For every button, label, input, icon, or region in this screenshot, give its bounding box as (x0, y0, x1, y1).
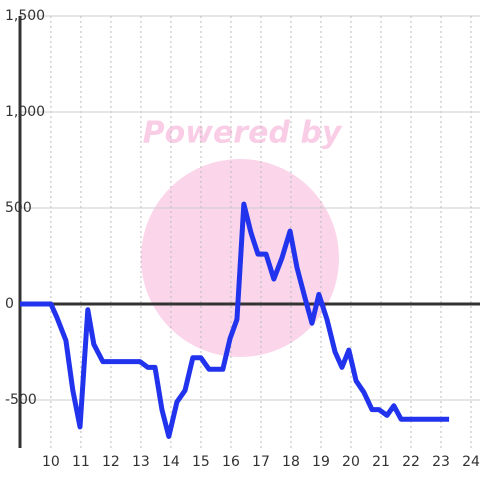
watermark-text: Powered by (143, 116, 343, 151)
x-tick-label: 13 (132, 454, 150, 470)
data-line (20, 201, 450, 439)
x-tick-label: 20 (342, 454, 360, 470)
x-tick-label: 24 (462, 454, 480, 470)
x-tick-label: 21 (372, 454, 390, 470)
x-tick-label: 19 (312, 454, 330, 470)
x-tick-label: 16 (222, 454, 240, 470)
x-tick-label: 22 (402, 454, 420, 470)
x-tick-label: 15 (192, 454, 210, 470)
y-tick-label: 0 (5, 296, 14, 312)
x-tick-label: 10 (42, 454, 60, 470)
y-tick-label: 1,500 (5, 8, 45, 24)
x-tick-label: 18 (282, 454, 300, 470)
y-tick-label: 500 (5, 200, 32, 216)
y-tick-label: 1,000 (5, 104, 45, 120)
x-tick-label: 17 (252, 454, 270, 470)
x-tick-label: 23 (432, 454, 450, 470)
x-tick-label: 11 (72, 454, 90, 470)
x-tick-label: 14 (162, 454, 180, 470)
x-tick-label: 12 (102, 454, 120, 470)
